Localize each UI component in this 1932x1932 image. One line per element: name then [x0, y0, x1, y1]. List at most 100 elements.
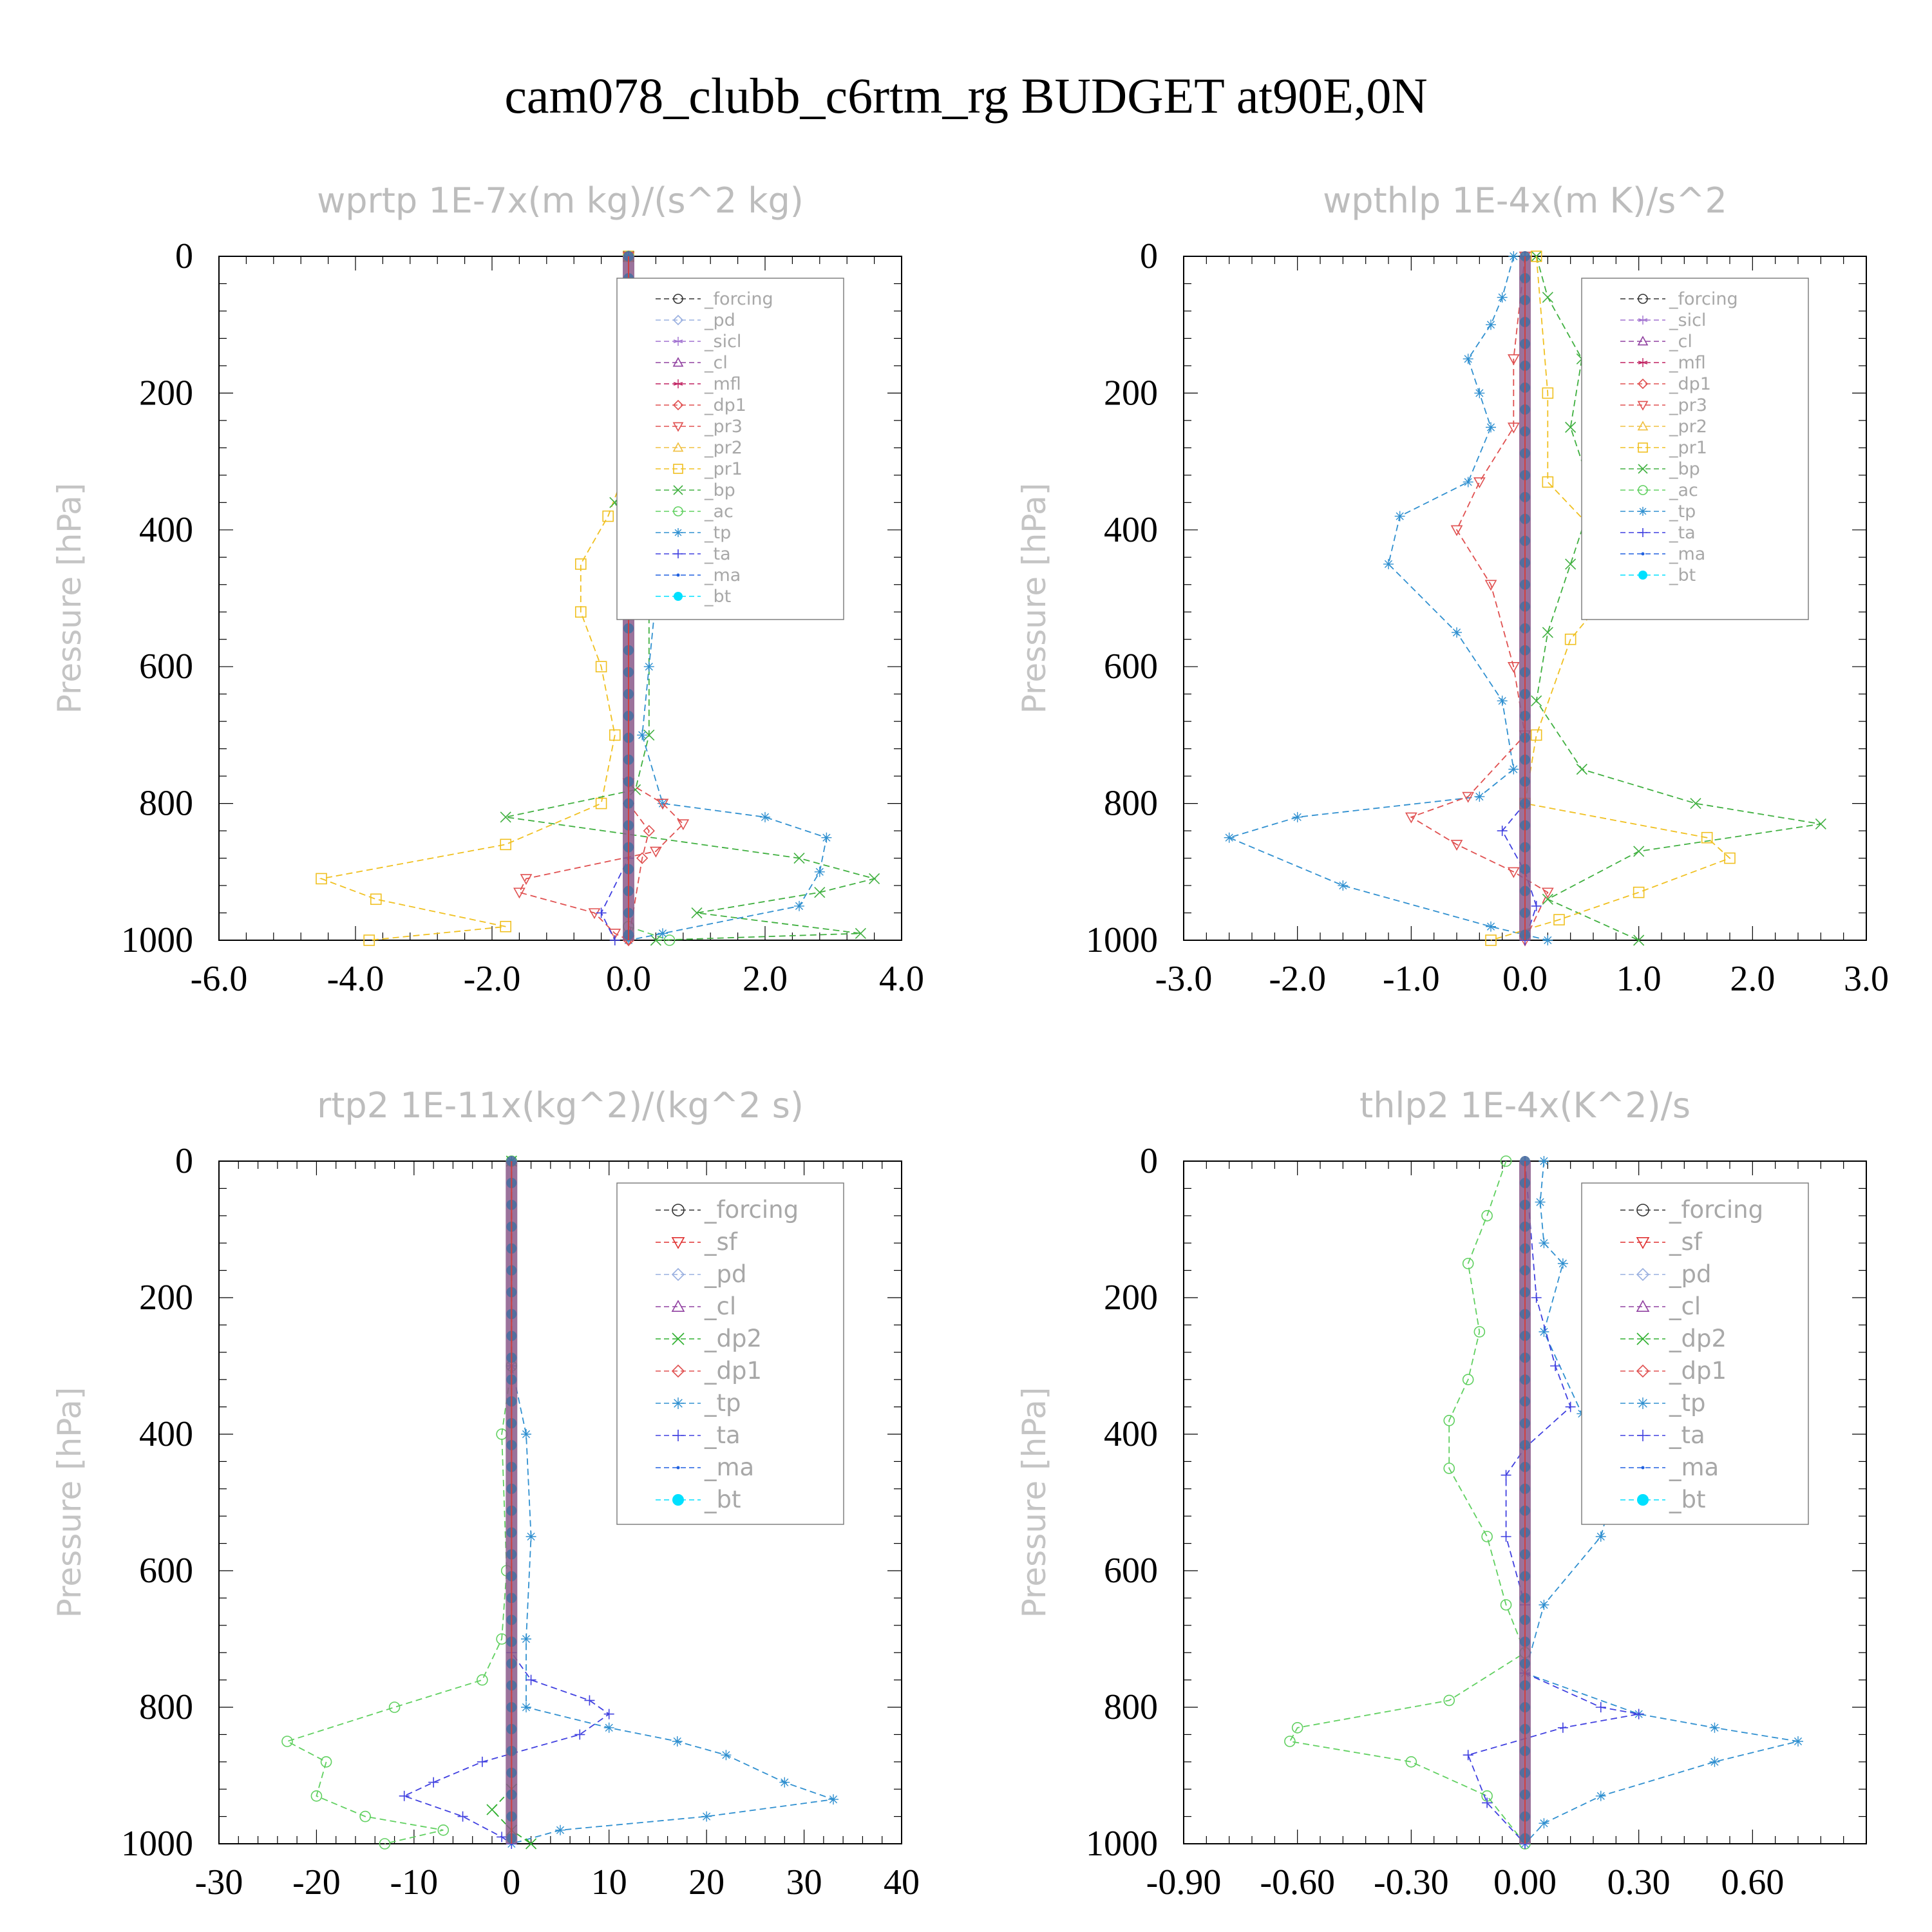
plot-frame — [218, 256, 902, 941]
data-point — [1443, 1415, 1455, 1426]
y-tick-label: 600 — [1104, 647, 1158, 687]
data-point — [1595, 1702, 1606, 1712]
data-point — [477, 1674, 488, 1686]
y-tick-label: 1000 — [1086, 1824, 1158, 1864]
series-line — [518, 256, 685, 941]
data-point — [1542, 627, 1553, 638]
x-tick-label: 0.0 — [1502, 959, 1548, 999]
legend-marker — [673, 379, 683, 388]
data-point — [477, 1756, 488, 1767]
data-point — [1690, 798, 1701, 810]
series-pr3 — [1405, 251, 1554, 947]
y-tick-label: 600 — [139, 1551, 193, 1591]
y-axis-label: Pressure [hPa] — [51, 483, 88, 714]
legend-label: _cl — [1669, 1293, 1701, 1320]
series-line — [511, 1161, 834, 1844]
legend-marker — [1637, 378, 1649, 390]
legend-label: _cl — [704, 353, 728, 373]
x-tick-label: 4.0 — [879, 959, 924, 999]
y-tick-label: 0 — [1140, 1141, 1158, 1181]
data-point — [486, 1804, 498, 1815]
data-point — [370, 893, 382, 905]
x-tick-label: 30 — [786, 1862, 822, 1902]
legend-label: _pd — [704, 1260, 746, 1288]
data-point — [1508, 764, 1519, 775]
data-point — [1564, 633, 1577, 645]
data-point — [1462, 791, 1475, 803]
data-point — [399, 1790, 410, 1801]
data-point — [1291, 1722, 1303, 1734]
data-point — [521, 1634, 531, 1644]
data-point — [1531, 695, 1542, 706]
legend-marker — [1636, 1364, 1650, 1378]
data-point — [1292, 811, 1303, 822]
legend-marker — [1636, 1267, 1650, 1282]
data-point — [320, 1756, 332, 1768]
data-point — [609, 935, 620, 945]
legend-marker — [673, 485, 683, 495]
data-point — [1531, 251, 1542, 262]
data-point — [855, 927, 866, 939]
legend-marker — [1638, 528, 1647, 537]
data-point — [1553, 914, 1565, 925]
data-point — [1474, 791, 1485, 802]
data-point — [721, 1750, 732, 1761]
data-point — [1531, 1293, 1542, 1303]
data-point — [1500, 1599, 1512, 1611]
data-point — [602, 510, 614, 522]
legend-marker — [674, 549, 683, 558]
data-point — [1539, 1327, 1549, 1337]
legend-label: _bp — [1669, 459, 1700, 479]
data-point — [1539, 1238, 1549, 1249]
legend: _forcing _sf _pd _cl _dp2 _dp1 _tp _ta _ma _bt — [616, 1182, 844, 1525]
data-point — [1633, 934, 1645, 946]
data-point — [1557, 1258, 1568, 1269]
legend-label: _ta — [704, 1421, 741, 1449]
legend-label: _pr3 — [1669, 395, 1707, 415]
series-pr1 — [316, 251, 634, 946]
legend-label: _dp2 — [1669, 1325, 1727, 1352]
legend-marker — [1637, 1430, 1649, 1441]
data-point — [574, 558, 587, 570]
data-point — [658, 928, 668, 939]
data-point — [555, 1824, 565, 1835]
legend-marker — [1637, 421, 1649, 431]
panel-title: thlp2 1E-4x(K^2)/s — [1359, 1085, 1690, 1126]
legend-marker — [1638, 294, 1648, 304]
x-tick-label: -0.60 — [1260, 1862, 1335, 1902]
legend-marker — [672, 422, 684, 432]
legend-marker — [671, 1237, 685, 1249]
series-bt — [506, 1156, 518, 1844]
data-point — [379, 1838, 391, 1850]
legend-label: _tp — [1669, 1389, 1706, 1417]
data-point — [1542, 935, 1553, 945]
x-tick-label: 2.0 — [1730, 959, 1775, 999]
data-point — [596, 907, 607, 918]
legend-label: _pd — [704, 310, 735, 330]
data-point — [636, 852, 649, 864]
legend-label: _tp — [704, 1389, 741, 1417]
data-point — [1565, 558, 1577, 570]
series-line — [1227, 256, 1548, 941]
x-tick-label: 20 — [688, 1862, 724, 1902]
legend-marker — [1636, 1300, 1650, 1312]
legend-label: _ta — [1669, 1421, 1705, 1449]
data-point — [1497, 292, 1508, 303]
legend-label: _mfl — [704, 374, 741, 394]
y-tick-label: 0 — [175, 236, 193, 276]
data-point — [1463, 354, 1473, 365]
data-point — [1507, 662, 1520, 673]
data-point — [1531, 900, 1542, 911]
data-point — [1450, 840, 1463, 851]
panel-title: wpthlp 1E-4x(m K)/s^2 — [1323, 180, 1727, 221]
series-ac — [281, 1155, 518, 1850]
data-point — [428, 1777, 439, 1788]
data-point — [1815, 818, 1826, 830]
data-point — [363, 934, 375, 946]
legend-label: _ma — [1669, 544, 1705, 564]
x-tick-label: 0.00 — [1493, 1862, 1557, 1902]
legend-marker — [673, 464, 683, 474]
legend-box — [616, 1182, 844, 1525]
legend-label: _mfl — [1669, 353, 1706, 373]
legend-label: _sicl — [1669, 310, 1706, 330]
